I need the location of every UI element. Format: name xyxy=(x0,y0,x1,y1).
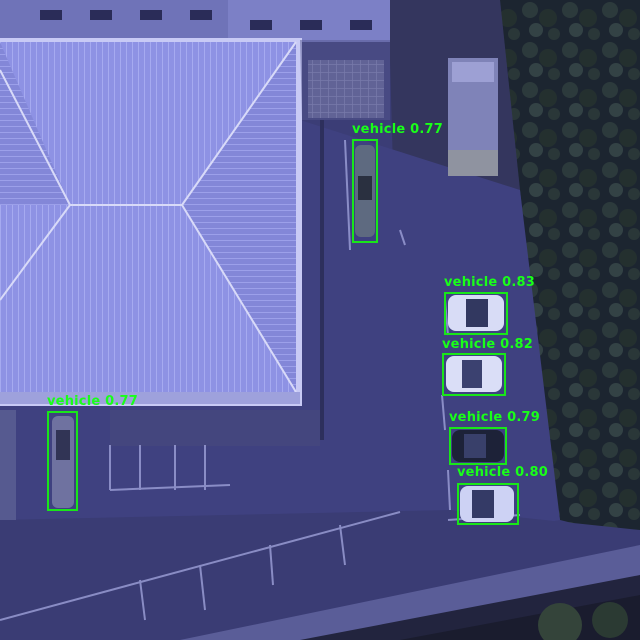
detection-box-2 xyxy=(444,292,508,335)
detection-label-5: vehicle 0.80 xyxy=(457,465,548,480)
detection-label-4: vehicle 0.79 xyxy=(449,410,540,425)
detection-label-1: vehicle 0.77 xyxy=(352,122,443,137)
detection-box-3 xyxy=(442,353,506,396)
detection-box-5 xyxy=(457,483,519,525)
detection-box-4 xyxy=(449,427,507,465)
detection-label-2: vehicle 0.83 xyxy=(444,275,535,290)
detection-label-3: vehicle 0.82 xyxy=(442,337,533,352)
detection-label-6: vehicle 0.77 xyxy=(47,394,138,409)
detection-box-1 xyxy=(352,139,378,243)
detection-box-6 xyxy=(47,411,78,511)
